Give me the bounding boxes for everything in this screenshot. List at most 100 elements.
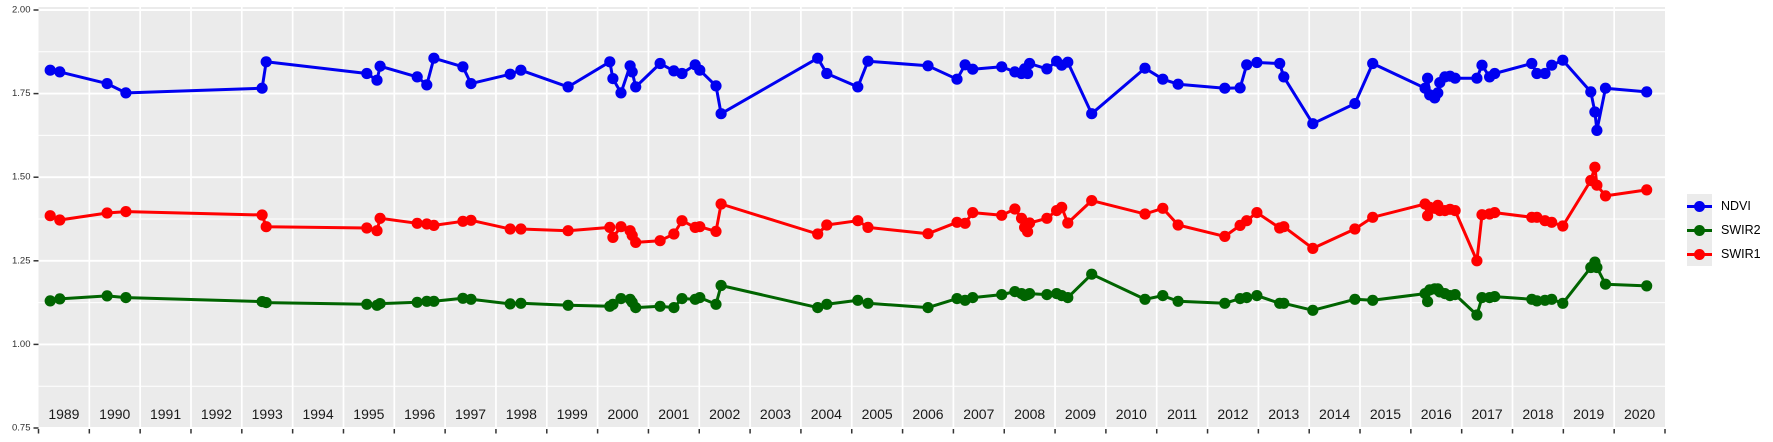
data-point-SWIR2 bbox=[715, 279, 727, 292]
data-point-SWIR1 bbox=[668, 228, 680, 240]
data-point-SWIR1 bbox=[852, 215, 864, 227]
data-point-SWIR1 bbox=[959, 217, 971, 229]
data-point-NDVI bbox=[1422, 72, 1434, 84]
data-point-NDVI bbox=[101, 78, 113, 90]
data-point-SWIR1 bbox=[615, 221, 627, 233]
data-point-NDVI bbox=[1274, 57, 1286, 70]
data-point-NDVI bbox=[44, 64, 56, 76]
data-point-SWIR2 bbox=[852, 294, 864, 306]
data-point-SWIR1 bbox=[1219, 230, 1231, 242]
data-point-SWIR1 bbox=[1591, 179, 1603, 191]
data-point-SWIR1 bbox=[504, 223, 516, 235]
data-point-NDVI bbox=[615, 87, 627, 99]
data-point-SWIR2 bbox=[1062, 292, 1074, 304]
data-point-SWIR1 bbox=[812, 228, 824, 240]
x-tick-label: 2009 bbox=[1065, 406, 1096, 422]
data-point-SWIR1 bbox=[1172, 219, 1184, 231]
data-point-SWIR2 bbox=[607, 298, 619, 310]
x-tick-label: 1993 bbox=[252, 406, 283, 422]
data-point-SWIR1 bbox=[1307, 242, 1319, 254]
data-point-NDVI bbox=[1531, 67, 1543, 80]
series-SWIR1-points bbox=[44, 161, 1653, 267]
data-point-NDVI bbox=[715, 108, 727, 120]
swir1-line-dot-icon bbox=[1687, 242, 1712, 266]
data-point-SWIR1 bbox=[694, 221, 706, 233]
data-point-SWIR1 bbox=[371, 225, 383, 237]
data-point-SWIR2 bbox=[862, 297, 874, 309]
data-point-SWIR1 bbox=[1241, 215, 1253, 227]
gridlines-x bbox=[88, 7, 1616, 429]
data-point-NDVI bbox=[654, 57, 666, 70]
x-tick-label: 1992 bbox=[201, 406, 232, 422]
data-point-SWIR1 bbox=[1422, 210, 1434, 222]
data-point-SWIR1 bbox=[715, 198, 727, 210]
data-point-SWIR2 bbox=[630, 302, 642, 314]
data-point-SWIR1 bbox=[1015, 212, 1028, 224]
data-point-NDVI bbox=[1546, 59, 1558, 71]
data-point-SWIR1 bbox=[922, 228, 934, 240]
x-tick-label: 2011 bbox=[1167, 406, 1197, 422]
data-point-NDVI bbox=[1476, 59, 1488, 71]
x-tick-label: 1989 bbox=[48, 406, 79, 422]
data-point-SWIR2 bbox=[54, 293, 66, 305]
data-point-NDVI bbox=[515, 64, 527, 76]
data-point-NDVI bbox=[1471, 72, 1483, 84]
x-tick-label: 1998 bbox=[506, 406, 537, 422]
data-point-NDVI bbox=[852, 81, 864, 93]
x-tick-label: 2006 bbox=[912, 406, 943, 422]
data-point-NDVI bbox=[120, 87, 132, 99]
data-point-SWIR2 bbox=[615, 293, 627, 305]
x-tick-label: 2016 bbox=[1421, 406, 1452, 422]
data-point-SWIR1 bbox=[1471, 255, 1483, 267]
x-tick-label: 2004 bbox=[811, 406, 842, 422]
data-point-SWIR1 bbox=[101, 207, 113, 219]
x-tick-label: 2018 bbox=[1522, 406, 1553, 422]
data-point-NDVI bbox=[457, 61, 469, 73]
data-point-SWIR2 bbox=[1471, 309, 1483, 321]
data-point-SWIR2 bbox=[1599, 278, 1612, 290]
data-point-NDVI bbox=[626, 66, 638, 78]
data-point-SWIR1 bbox=[428, 219, 440, 231]
data-point-NDVI bbox=[1585, 86, 1597, 98]
data-point-SWIR2 bbox=[1449, 289, 1461, 301]
data-point-SWIR1 bbox=[654, 235, 666, 247]
data-point-NDVI bbox=[1591, 124, 1603, 136]
data-point-SWIR1 bbox=[1056, 201, 1068, 213]
data-point-NDVI bbox=[862, 55, 874, 67]
data-point-SWIR1 bbox=[1009, 203, 1021, 215]
data-point-SWIR2 bbox=[1349, 293, 1361, 305]
legend-item-swir1: SWIR1 bbox=[1687, 242, 1761, 266]
x-tick-label: 1991 bbox=[150, 406, 181, 422]
data-point-SWIR1 bbox=[967, 207, 979, 219]
data-point-SWIR1 bbox=[44, 210, 56, 222]
data-point-NDVI bbox=[1086, 108, 1098, 120]
data-point-SWIR2 bbox=[101, 290, 113, 302]
y-axis-ticks: 0.75 1.00 1.25 1.50 1.75 2.00 bbox=[12, 5, 39, 434]
data-point-SWIR2 bbox=[1546, 293, 1558, 305]
data-point-NDVI bbox=[428, 52, 440, 64]
series-SWIR2-points bbox=[44, 256, 1653, 321]
data-point-NDVI bbox=[562, 81, 574, 93]
data-point-SWIR1 bbox=[1367, 211, 1379, 223]
data-point-NDVI bbox=[1641, 86, 1653, 98]
x-tick-label: 1995 bbox=[353, 406, 384, 422]
legend: NDVI SWIR2 SWIR1 bbox=[1687, 194, 1761, 266]
data-point-NDVI bbox=[1234, 82, 1246, 94]
data-point-SWIR1 bbox=[630, 236, 642, 248]
data-point-NDVI bbox=[371, 74, 383, 86]
legend-item-ndvi: NDVI bbox=[1687, 194, 1761, 218]
data-point-SWIR2 bbox=[1241, 292, 1253, 304]
series-NDVI-points bbox=[44, 52, 1653, 136]
x-tick-label: 2002 bbox=[709, 406, 740, 422]
data-point-SWIR2 bbox=[668, 302, 680, 314]
data-point-SWIR1 bbox=[120, 206, 132, 218]
data-point-NDVI bbox=[1022, 67, 1034, 80]
data-point-NDVI bbox=[1526, 57, 1538, 70]
ndvi-line-dot-icon bbox=[1687, 194, 1712, 218]
data-point-SWIR2 bbox=[1367, 294, 1379, 306]
data-point-NDVI bbox=[604, 56, 616, 68]
data-point-NDVI bbox=[1041, 63, 1053, 75]
x-tick-label: 2000 bbox=[607, 406, 638, 422]
data-point-SWIR1 bbox=[374, 212, 386, 224]
